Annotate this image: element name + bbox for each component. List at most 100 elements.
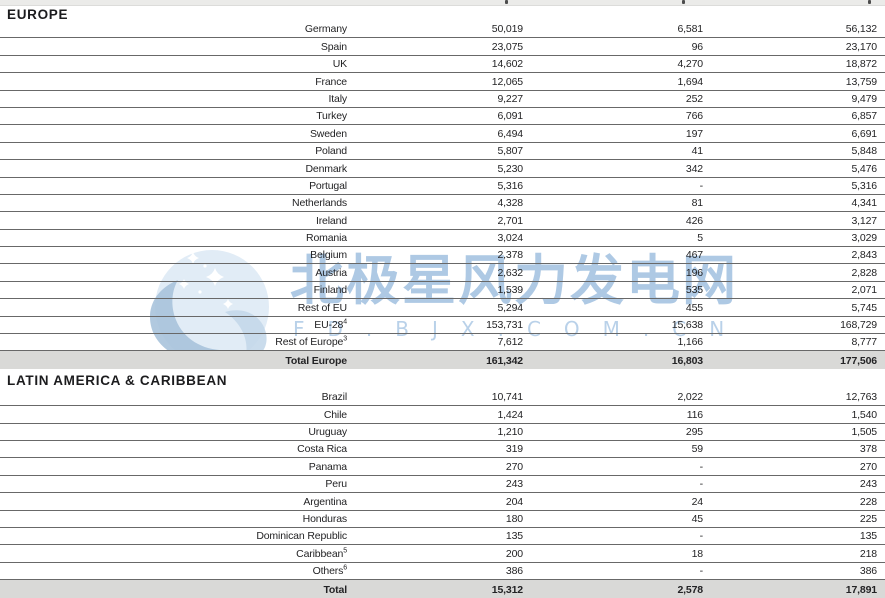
table-row: France 12,065 1,694 13,759 — [0, 73, 885, 91]
value-cell-2: 24 — [691, 495, 704, 508]
table-row: Portugal 5,316 - 5,316 — [0, 178, 885, 195]
value-cell-2: 59 — [691, 443, 704, 456]
country-cell: Sweden — [309, 127, 347, 140]
value-cell-2: 4,270 — [677, 58, 703, 71]
country-cell: Uruguay — [308, 425, 347, 438]
country-cell: Caribbean5 — [296, 547, 347, 560]
value-cell-3: 135 — [859, 530, 877, 543]
table-row: Rest of EU 5,294 455 5,745 — [0, 299, 885, 317]
footnote-marker: 5 — [343, 547, 347, 555]
value-cell-1: 1,424 — [497, 408, 523, 421]
value-cell-3: 168,729 — [840, 319, 877, 332]
value-cell-3: 2,071 — [851, 284, 877, 297]
table-row: Ireland 2,701 426 3,127 — [0, 212, 885, 230]
value-cell-1: 5,294 — [497, 301, 523, 314]
value-cell-3: 2,843 — [851, 249, 877, 262]
value-cell-2: 16,803 — [671, 354, 703, 367]
table-row: Others6 386 - 386 — [0, 563, 885, 581]
table-row: Costa Rica 319 59 378 — [0, 441, 885, 459]
country-cell: Portugal — [309, 179, 347, 192]
value-cell-2: 197 — [685, 127, 703, 140]
section-rows: Brazil 10,741 2,022 12,763 Chile 1,424 116 1,54… — [0, 389, 885, 598]
value-cell-3: 5,476 — [851, 162, 877, 175]
country-cell: Belgium — [310, 249, 347, 262]
value-cell-1: 50,019 — [491, 23, 523, 36]
value-cell-3: 1,540 — [851, 408, 877, 421]
country-cell: Finland — [313, 284, 348, 297]
value-cell-1: 1,539 — [497, 284, 523, 297]
table-row: Finland 1,539 535 2,071 — [0, 282, 885, 300]
header-remnant-mark — [505, 0, 508, 4]
value-cell-2: - — [699, 478, 704, 491]
value-cell-3: 8,777 — [851, 336, 877, 349]
country-cell: EU-284 — [314, 318, 347, 332]
table-row: Italy 9,227 252 9,479 — [0, 91, 885, 108]
table-total-row: Total 15,312 2,578 17,891 — [0, 580, 885, 598]
value-cell-3: 225 — [859, 512, 877, 525]
value-cell-3: 9,479 — [851, 92, 877, 105]
value-cell-2: - — [699, 460, 704, 473]
value-cell-3: 1,505 — [851, 425, 877, 438]
value-cell-3: 3,127 — [851, 214, 877, 227]
value-cell-3: 6,691 — [851, 127, 877, 140]
value-cell-3: 3,029 — [851, 232, 877, 245]
country-cell: Costa Rica — [297, 443, 347, 456]
country-cell: Brazil — [321, 391, 348, 404]
value-cell-3: 18,872 — [845, 58, 877, 71]
table-row: Turkey 6,091 766 6,857 — [0, 108, 885, 126]
value-cell-2: 535 — [685, 284, 703, 297]
value-cell-1: 2,378 — [497, 249, 523, 262]
value-cell-2: 6,581 — [677, 23, 703, 36]
value-cell-3: 228 — [859, 495, 877, 508]
value-cell-3: 5,745 — [851, 301, 877, 314]
country-cell: Rest of EU — [297, 301, 347, 314]
value-cell-2: 1,694 — [677, 75, 703, 88]
value-cell-3: 270 — [859, 460, 877, 473]
value-cell-1: 5,316 — [497, 179, 523, 192]
country-cell: Ireland — [315, 214, 347, 227]
section-header: EUROPE — [7, 7, 69, 22]
country-cell: Austria — [315, 266, 347, 279]
value-cell-1: 2,701 — [497, 214, 523, 227]
value-cell-2: 455 — [685, 301, 703, 314]
table-row: Belgium 2,378 467 2,843 — [0, 247, 885, 265]
value-cell-1: 9,227 — [497, 92, 523, 105]
section-europe: EUROPE Germany 50,019 6,581 56,132 Spain 23,0… — [0, 6, 885, 369]
value-cell-2: 252 — [685, 92, 703, 105]
table-row: Netherlands 4,328 81 4,341 — [0, 195, 885, 213]
value-cell-1: 5,807 — [497, 145, 523, 158]
table-row: EU-284 153,731 15,638 168,729 — [0, 317, 885, 335]
table-row: Germany 50,019 6,581 56,132 — [0, 21, 885, 39]
country-cell: Netherlands — [292, 197, 347, 210]
country-cell: France — [315, 75, 347, 88]
value-cell-1: 23,075 — [491, 40, 523, 53]
value-cell-1: 7,612 — [497, 336, 523, 349]
value-cell-2: 467 — [685, 249, 703, 262]
value-cell-1: 15,312 — [491, 583, 523, 596]
value-cell-2: 295 — [685, 425, 703, 438]
header-remnant-mark — [868, 0, 871, 4]
country-cell: Peru — [325, 478, 347, 491]
value-cell-1: 200 — [505, 547, 523, 560]
value-cell-1: 4,328 — [497, 197, 523, 210]
table-row: Rest of Europe3 7,612 1,166 8,777 — [0, 334, 885, 352]
value-cell-1: 153,731 — [486, 319, 523, 332]
table-row: Peru 243 - 243 — [0, 476, 885, 494]
table-total-row: Total Europe 161,342 16,803 177,506 — [0, 351, 885, 369]
country-cell: UK — [332, 58, 347, 71]
value-cell-2: 45 — [691, 512, 704, 525]
value-cell-2: - — [699, 179, 704, 192]
value-cell-2: 2,022 — [677, 391, 703, 404]
value-cell-2: - — [699, 565, 704, 578]
header-remnant-mark — [682, 0, 685, 4]
value-cell-3: 13,759 — [845, 75, 877, 88]
country-cell: Total Europe — [285, 354, 347, 367]
value-cell-1: 180 — [505, 512, 523, 525]
country-cell: Spain — [320, 40, 347, 53]
table-row: Denmark 5,230 342 5,476 — [0, 160, 885, 178]
country-cell: Argentina — [303, 495, 347, 508]
value-cell-1: 161,342 — [486, 354, 523, 367]
value-cell-2: 96 — [691, 40, 704, 53]
value-cell-3: 378 — [859, 443, 877, 456]
value-cell-3: 2,828 — [851, 266, 877, 279]
